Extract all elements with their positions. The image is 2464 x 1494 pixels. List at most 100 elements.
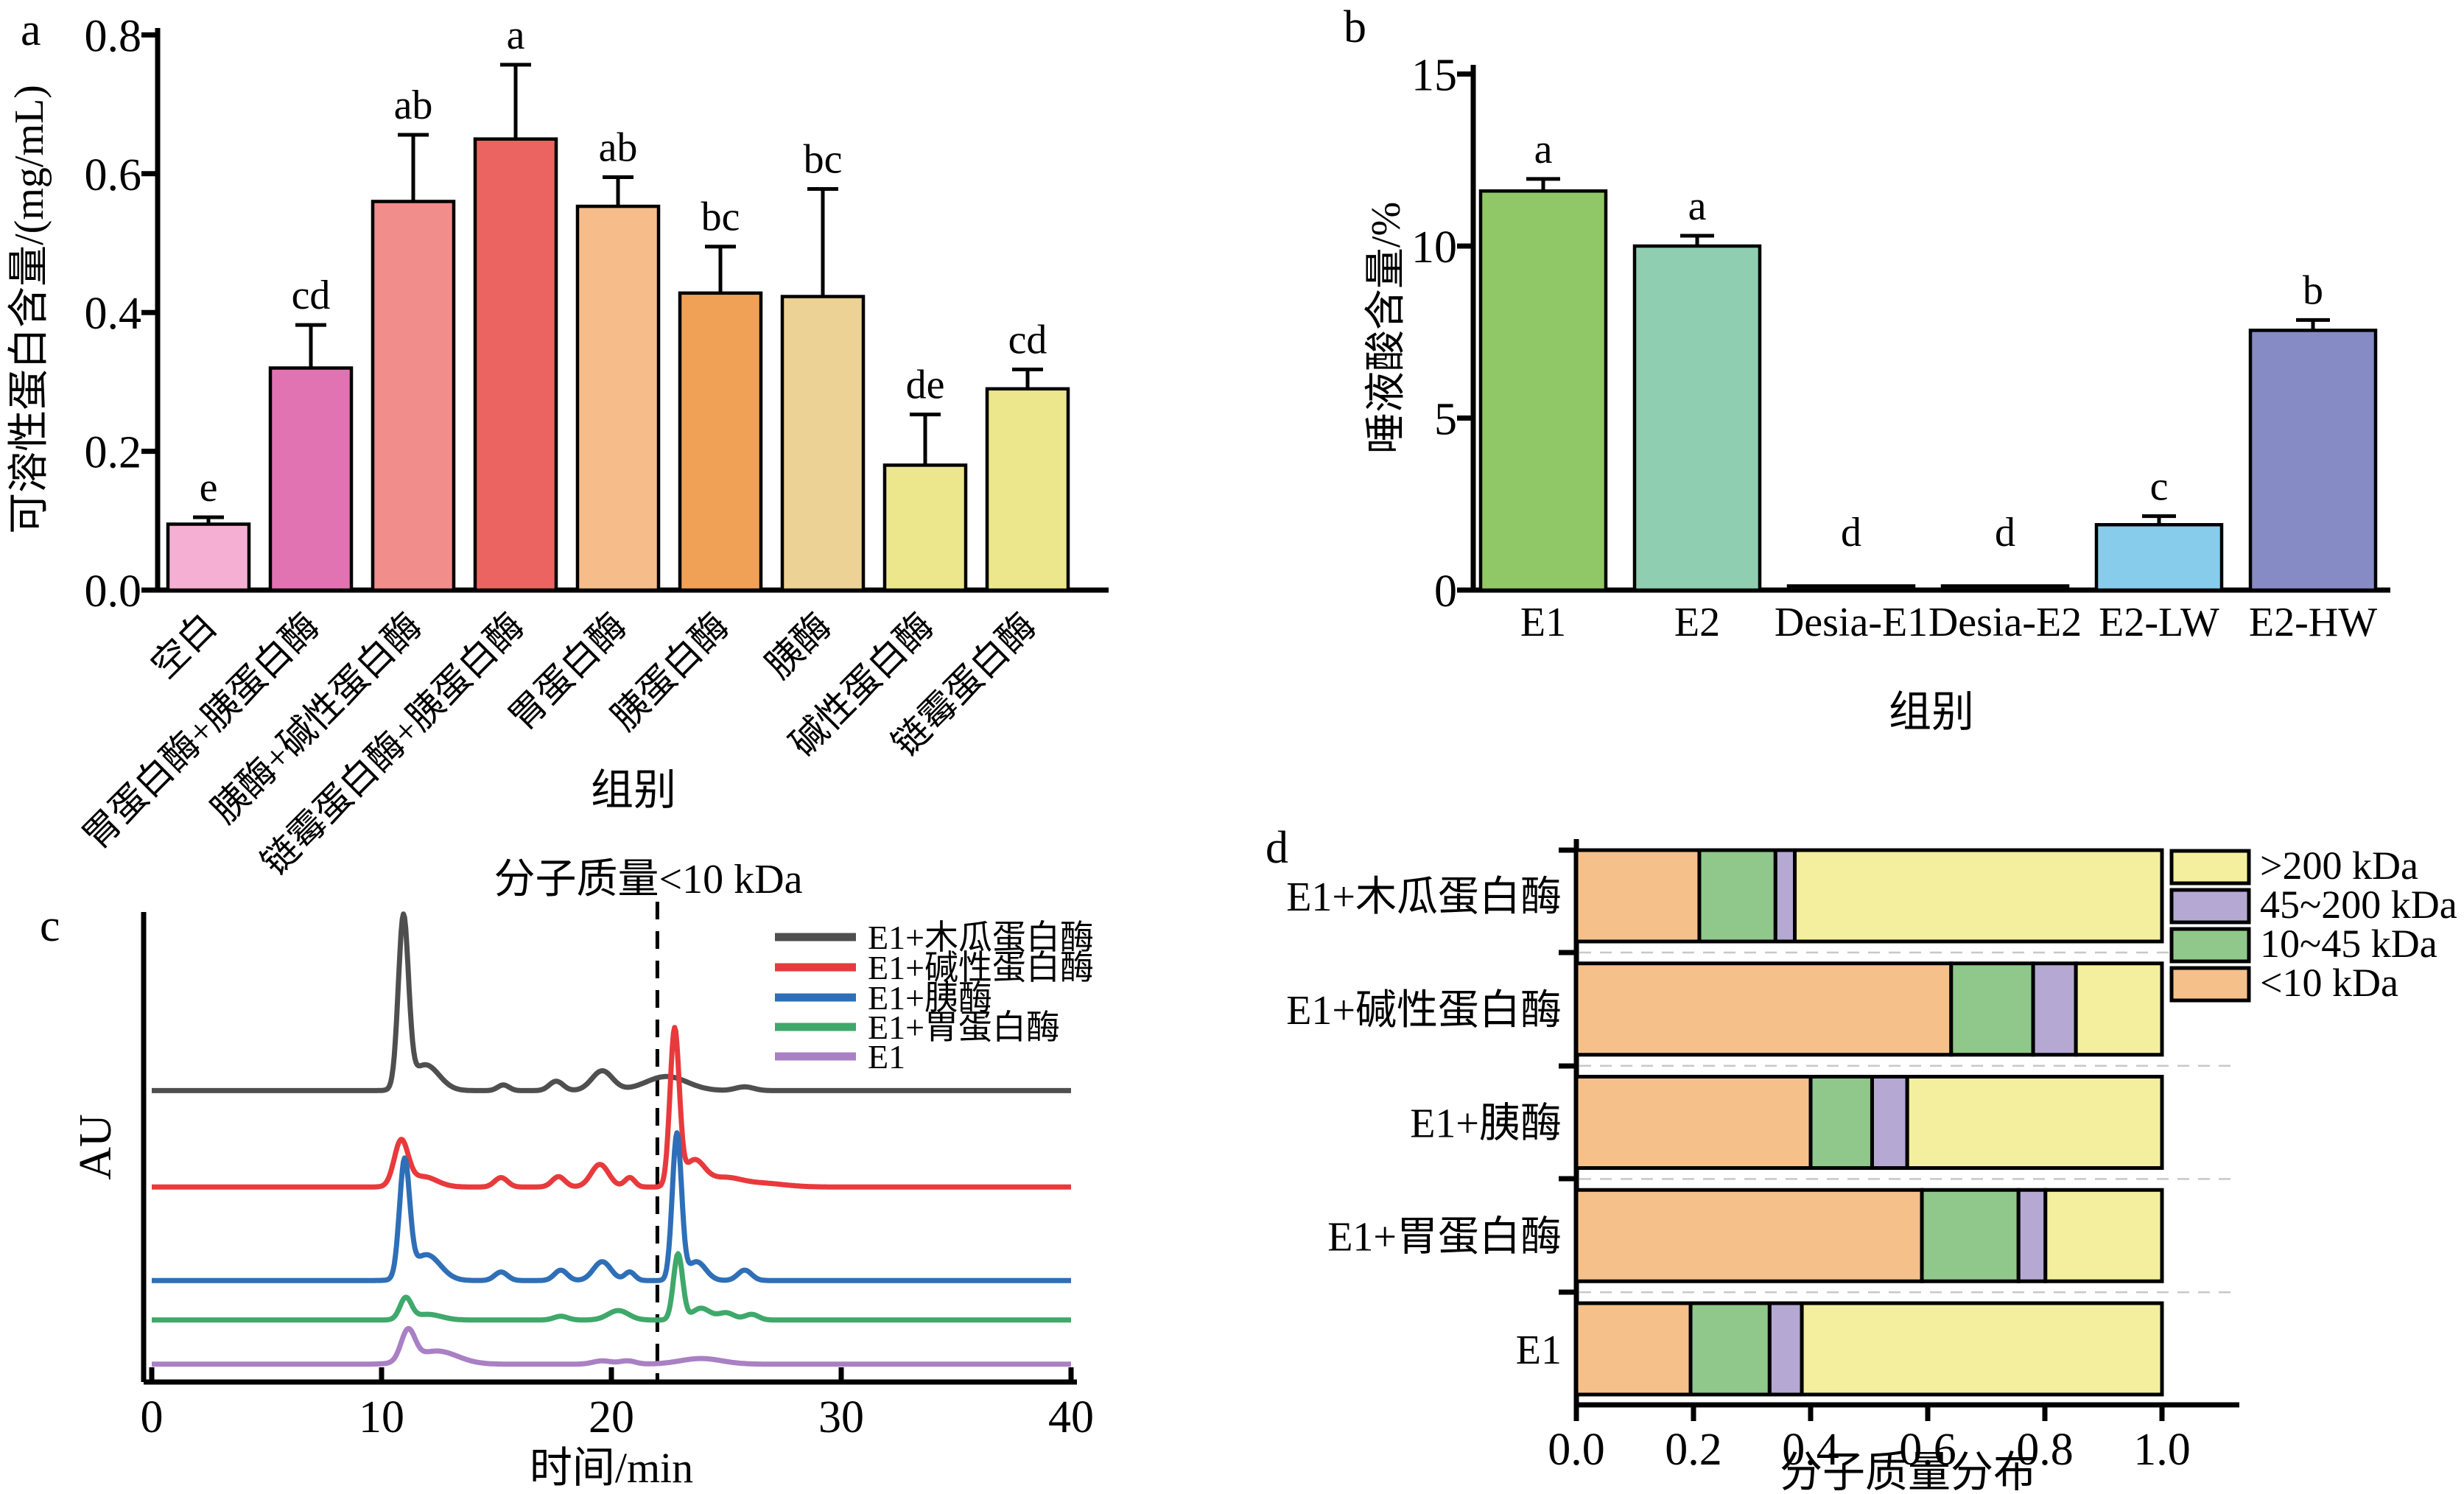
sig-letter: cd — [1008, 317, 1047, 362]
legend-label: E1 — [868, 1038, 905, 1076]
sig-letter: cd — [292, 273, 331, 318]
panel-b-letter: b — [1344, 2, 1366, 52]
legend-label: E1+碱性蛋白酶 — [868, 949, 1094, 986]
category-label: 空白 — [143, 605, 224, 686]
bar — [268, 366, 354, 592]
stacked-segment — [1800, 1301, 2164, 1397]
stacked-segment — [2031, 961, 2078, 1057]
y-tick-label: 15 — [1411, 51, 1457, 101]
trace-E1+碱性蛋白酶 — [150, 1025, 1073, 1190]
panel-d-letter: d — [1266, 823, 1288, 873]
category-label: Desia-E1 — [1775, 600, 1928, 645]
bar — [2094, 523, 2224, 592]
x-tick-label: 0.4 — [1782, 1425, 1839, 1475]
sig-letter: bc — [804, 137, 843, 183]
category-label: E1 — [1516, 1328, 1562, 1373]
category-label: E1+碱性蛋白酶 — [1286, 988, 1562, 1034]
category-label: E1+胰酶 — [1410, 1101, 1562, 1147]
bar — [371, 200, 456, 592]
stacked-segment — [1870, 1075, 1909, 1170]
x-tick-label: 1.0 — [2133, 1425, 2191, 1475]
legend-label: E1+胰酶 — [868, 979, 992, 1017]
trace-E1+胰酶 — [150, 1130, 1073, 1283]
legend-label: 10~45 kDa — [2260, 922, 2437, 966]
bar — [1632, 244, 1762, 592]
bar — [1940, 584, 2070, 592]
bar — [575, 204, 661, 592]
x-tick-label: 30 — [818, 1392, 864, 1442]
panel-c-letter: c — [40, 901, 60, 951]
legend-label: 45~200 kDa — [2260, 883, 2457, 927]
x-tick-label: 0.6 — [1899, 1425, 1956, 1475]
legend-swatch — [2169, 927, 2251, 964]
legend-swatch — [2169, 849, 2251, 885]
category-label: E1+木瓜蛋白酶 — [1286, 874, 1562, 920]
sig-letter: a — [1534, 127, 1553, 172]
legend-label: E1+木瓜蛋白酶 — [868, 919, 1094, 956]
category-label: E1 — [1520, 600, 1566, 645]
y-tick-label: 0.4 — [85, 289, 142, 339]
category-label: E2-HW — [2249, 600, 2377, 645]
bar — [1786, 584, 1916, 592]
legend-swatch — [2169, 888, 2251, 925]
axis-title-y: 唾液酸含量/% — [1363, 202, 1409, 454]
y-tick-label: 10 — [1411, 222, 1457, 273]
category-label: 胰酶 — [757, 605, 838, 686]
stacked-segment — [1920, 1188, 2021, 1283]
x-tick-label: 0.8 — [2016, 1425, 2074, 1475]
y-tick-label: 5 — [1434, 395, 1457, 445]
bar — [780, 295, 866, 592]
category-label: E2-LW — [2099, 600, 2219, 645]
y-tick-label: 0.0 — [85, 567, 142, 617]
sig-letter: d — [1841, 510, 1861, 555]
legend-label: E1+胃蛋白酶 — [868, 1009, 1060, 1046]
panel-title: 分子质量<10 kDa — [494, 857, 803, 902]
panel-a: 0.00.20.40.60.8e空白cd胃蛋白酶+胰蛋白酶ab胰酶+碱性蛋白酶a… — [7, 11, 1109, 883]
sig-letter: de — [906, 362, 945, 408]
y-tick-label: 0.8 — [85, 11, 142, 61]
panel-c: 0 10 20 30 40 分子质量<10 kDa E1+木瓜蛋白酶E1+碱性蛋白酶E1+胰… — [71, 857, 1094, 1492]
axis-title-x: 组别 — [1889, 688, 1974, 736]
x-tick-label: 0.2 — [1665, 1425, 1722, 1475]
stacked-segment — [2074, 961, 2164, 1057]
sig-letter: bc — [701, 194, 740, 240]
bar — [166, 522, 251, 592]
axis-title-x: 组别 — [591, 766, 676, 814]
stacked-segment — [1574, 961, 1954, 1057]
stacked-segment — [1574, 1075, 1813, 1170]
sig-letter: d — [1995, 510, 2015, 555]
sig-letter: b — [2303, 267, 2323, 313]
category-label: E1+胃蛋白酶 — [1327, 1214, 1562, 1260]
axis-title-y: AU — [71, 1114, 121, 1180]
bar — [473, 137, 558, 592]
stacked-segment — [1793, 848, 2164, 944]
sig-letter: ab — [394, 83, 433, 128]
bar — [882, 463, 968, 592]
category-label: Desia-E2 — [1928, 600, 2082, 645]
bar — [678, 291, 763, 592]
y-tick-label: 0 — [1434, 567, 1457, 617]
trace-E1+木瓜蛋白酶 — [150, 911, 1073, 1093]
stacked-segment — [1688, 1301, 1772, 1397]
legend-label: <10 kDa — [2260, 961, 2398, 1005]
sig-letter: e — [200, 465, 218, 511]
stacked-segment — [1767, 1301, 1804, 1397]
x-tick-label: 0 — [141, 1392, 164, 1442]
stacked-segment — [2043, 1188, 2164, 1283]
y-tick-label: 0.6 — [85, 150, 142, 200]
bar — [2248, 329, 2378, 592]
legend-swatch — [2169, 966, 2251, 1003]
sig-letter: a — [507, 13, 525, 58]
y-tick-label: 0.2 — [85, 428, 142, 478]
stacked-segment — [1574, 1301, 1693, 1397]
sig-letter: c — [2150, 464, 2169, 510]
category-label: E2 — [1674, 600, 1720, 645]
legend-label: >200 kDa — [2260, 844, 2418, 888]
axis-title-x: 时间/min — [530, 1444, 693, 1492]
sig-letter: ab — [599, 125, 638, 171]
stacked-segment — [1773, 848, 1797, 944]
stacked-segment — [1574, 848, 1702, 944]
panel-a-letter: a — [21, 5, 41, 55]
